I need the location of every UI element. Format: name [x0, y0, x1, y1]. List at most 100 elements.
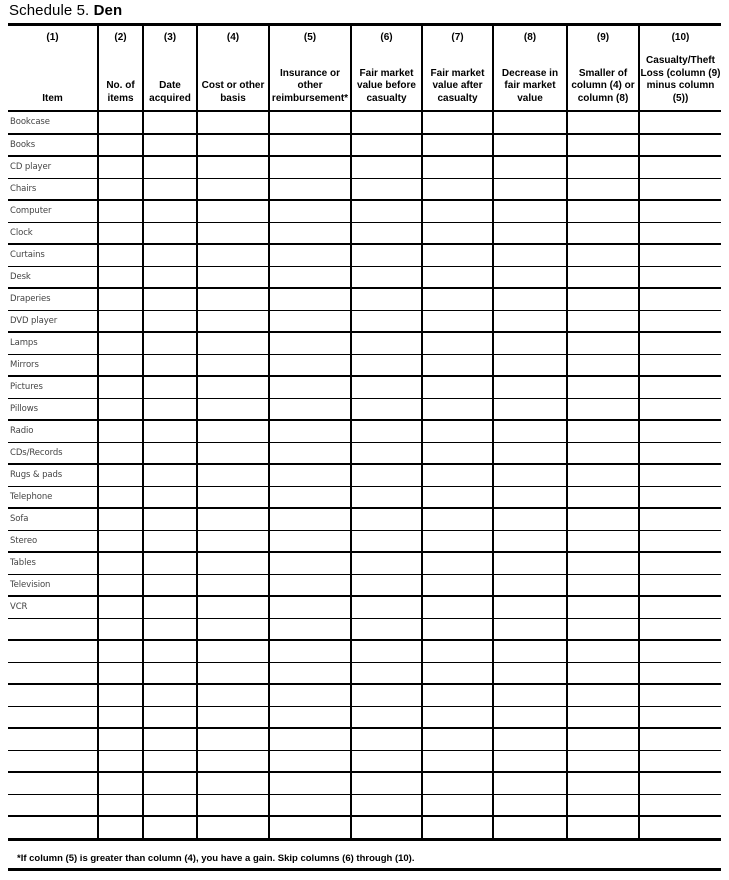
entry-cell[interactable]: [268, 618, 351, 641]
entry-cell[interactable]: [566, 156, 639, 179]
entry-cell[interactable]: [638, 816, 721, 840]
entry-cell[interactable]: [421, 618, 493, 641]
entry-cell[interactable]: [97, 772, 143, 795]
entry-cell[interactable]: [196, 200, 269, 223]
entry-cell[interactable]: [142, 200, 197, 223]
entry-cell[interactable]: [142, 266, 197, 289]
entry-cell[interactable]: [196, 640, 269, 663]
entry-cell[interactable]: [97, 354, 143, 377]
entry-cell[interactable]: [97, 508, 143, 531]
entry-cell[interactable]: [566, 376, 639, 399]
entry-cell[interactable]: [142, 684, 197, 707]
entry-cell[interactable]: [566, 266, 639, 289]
entry-cell[interactable]: [196, 772, 269, 795]
entry-cell[interactable]: [421, 772, 493, 795]
entry-cell[interactable]: [566, 398, 639, 421]
entry-cell[interactable]: [350, 398, 422, 421]
entry-cell[interactable]: [142, 156, 197, 179]
entry-cell[interactable]: [268, 508, 351, 531]
entry-cell[interactable]: [638, 354, 721, 377]
entry-cell[interactable]: [97, 376, 143, 399]
entry-cell[interactable]: [97, 200, 143, 223]
entry-cell[interactable]: [638, 310, 721, 333]
entry-cell[interactable]: [350, 596, 422, 619]
entry-cell[interactable]: [421, 640, 493, 663]
entry-cell[interactable]: [196, 794, 269, 817]
entry-cell[interactable]: [196, 728, 269, 751]
entry-cell[interactable]: [268, 684, 351, 707]
entry-cell[interactable]: [196, 178, 269, 201]
entry-cell[interactable]: [350, 376, 422, 399]
entry-cell[interactable]: [638, 222, 721, 245]
entry-cell[interactable]: [142, 530, 197, 553]
entry-cell[interactable]: [350, 508, 422, 531]
entry-cell[interactable]: [566, 464, 639, 487]
entry-cell[interactable]: [638, 200, 721, 223]
entry-cell[interactable]: [350, 266, 422, 289]
entry-cell[interactable]: [421, 442, 493, 465]
entry-cell[interactable]: [566, 222, 639, 245]
entry-cell[interactable]: [638, 486, 721, 509]
entry-cell[interactable]: [638, 464, 721, 487]
entry-cell[interactable]: [268, 244, 351, 267]
entry-cell[interactable]: [421, 750, 493, 773]
entry-cell[interactable]: [97, 398, 143, 421]
entry-cell[interactable]: [638, 794, 721, 817]
entry-cell[interactable]: [268, 310, 351, 333]
entry-cell[interactable]: [421, 266, 493, 289]
entry-cell[interactable]: [268, 178, 351, 201]
entry-cell[interactable]: [97, 442, 143, 465]
entry-cell[interactable]: [142, 111, 197, 135]
entry-cell[interactable]: [97, 596, 143, 619]
entry-cell[interactable]: [566, 618, 639, 641]
entry-cell[interactable]: [142, 486, 197, 509]
entry-cell[interactable]: [492, 750, 567, 773]
entry-cell[interactable]: [492, 618, 567, 641]
entry-cell[interactable]: [566, 706, 639, 729]
entry-cell[interactable]: [566, 332, 639, 355]
entry-cell[interactable]: [97, 156, 143, 179]
entry-cell[interactable]: [638, 244, 721, 267]
entry-cell[interactable]: [196, 662, 269, 685]
entry-cell[interactable]: [566, 178, 639, 201]
entry-cell[interactable]: [566, 354, 639, 377]
entry-cell[interactable]: [492, 640, 567, 663]
entry-cell[interactable]: [566, 288, 639, 311]
entry-cell[interactable]: [638, 442, 721, 465]
entry-cell[interactable]: [421, 530, 493, 553]
entry-cell[interactable]: [350, 332, 422, 355]
entry-cell[interactable]: [492, 266, 567, 289]
entry-cell[interactable]: [350, 222, 422, 245]
entry-cell[interactable]: [421, 684, 493, 707]
entry-cell[interactable]: [492, 376, 567, 399]
entry-cell[interactable]: [421, 420, 493, 443]
entry-cell[interactable]: [492, 464, 567, 487]
entry-cell[interactable]: [350, 354, 422, 377]
entry-cell[interactable]: [142, 662, 197, 685]
entry-cell[interactable]: [268, 772, 351, 795]
entry-cell[interactable]: [142, 552, 197, 575]
entry-cell[interactable]: [566, 662, 639, 685]
entry-cell[interactable]: [638, 552, 721, 575]
entry-cell[interactable]: [492, 222, 567, 245]
entry-cell[interactable]: [142, 706, 197, 729]
entry-cell[interactable]: [350, 816, 422, 840]
entry-cell[interactable]: [142, 332, 197, 355]
entry-cell[interactable]: [97, 266, 143, 289]
entry-cell[interactable]: [566, 200, 639, 223]
entry-cell[interactable]: [350, 772, 422, 795]
entry-cell[interactable]: [350, 288, 422, 311]
entry-cell[interactable]: [638, 398, 721, 421]
entry-cell[interactable]: [268, 156, 351, 179]
entry-cell[interactable]: [492, 332, 567, 355]
entry-cell[interactable]: [566, 816, 639, 840]
entry-cell[interactable]: [492, 596, 567, 619]
entry-cell[interactable]: [142, 772, 197, 795]
entry-cell[interactable]: [196, 398, 269, 421]
entry-cell[interactable]: [142, 222, 197, 245]
entry-cell[interactable]: [142, 420, 197, 443]
entry-cell[interactable]: [97, 464, 143, 487]
entry-cell[interactable]: [268, 816, 351, 840]
entry-cell[interactable]: [638, 640, 721, 663]
entry-cell[interactable]: [492, 111, 567, 135]
